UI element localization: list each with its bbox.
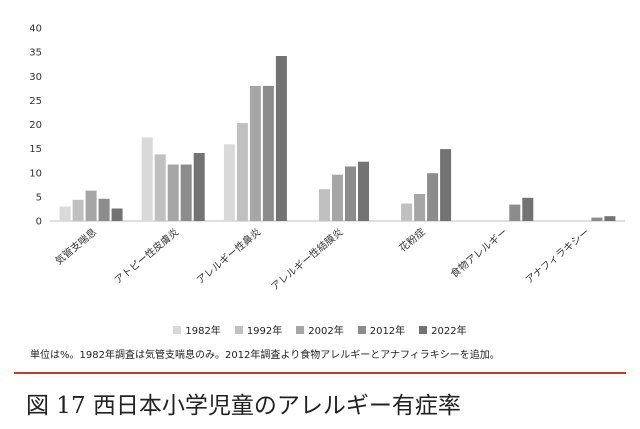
bar — [319, 189, 330, 221]
y-tick-label: 5 — [36, 192, 42, 203]
y-tick-label: 35 — [29, 48, 42, 59]
legend-swatch — [234, 325, 243, 334]
legend-item: 1982年 — [173, 322, 221, 337]
bar — [72, 199, 84, 221]
y-tick-label: 0 — [36, 217, 42, 228]
chart-note: 単位は%。1982年調査は気管支喘息のみ。2012年調査より食物アレルギーとアナ… — [30, 350, 500, 361]
x-category-label: アナフィラキシー — [523, 226, 592, 286]
x-category-label: アレルギー性鼻炎 — [194, 225, 264, 286]
bar — [591, 217, 603, 221]
bar — [604, 216, 616, 221]
x-category-label: 気管支喘息 — [52, 225, 99, 267]
legend-item: 1992年 — [234, 322, 283, 337]
legend-swatch — [173, 325, 182, 334]
bar-chart: 0 5 10 15 20 25 30 35 40 気管支喘息 アトピー性皮膚炎 アレルギー性鼻炎 アレ… — [29, 24, 625, 293]
x-category-label: 食物アレルギー — [448, 225, 510, 280]
x-category-label: アトピー性皮膚炎 — [112, 225, 182, 286]
legend-swatch — [296, 325, 305, 334]
legend-swatch — [357, 325, 366, 334]
bar — [249, 85, 261, 222]
y-tick-label: 30 — [29, 72, 42, 83]
bar — [401, 203, 413, 221]
legend: 1982年 1992年 2002年 2012年 2022年 — [0, 322, 640, 337]
y-tick-label: 25 — [29, 96, 42, 107]
bar — [440, 149, 452, 221]
bar — [223, 144, 235, 221]
legend-label: 1992年 — [246, 326, 283, 337]
figure-caption: 図 17 西日本小学児童のアレルギー有症率 — [26, 393, 461, 419]
bar — [193, 153, 205, 221]
legend-item: 2022年 — [419, 322, 467, 337]
y-tick-label: 20 — [29, 120, 42, 131]
bar — [262, 85, 274, 222]
bar — [522, 197, 534, 221]
bar — [98, 198, 110, 221]
x-axis-labels: 気管支喘息 アトピー性皮膚炎 アレルギー性鼻炎 アレルギー性結膜炎 花粉症 食物アレルギー… — [52, 225, 592, 293]
bar — [332, 174, 343, 221]
divider — [14, 372, 626, 374]
bar — [509, 204, 521, 221]
bar — [111, 208, 123, 221]
legend-label: 2012年 — [369, 326, 406, 337]
y-tick-label: 40 — [29, 24, 42, 35]
bar — [345, 166, 356, 221]
bar — [236, 123, 248, 221]
bar — [85, 190, 97, 221]
bar — [59, 206, 71, 221]
x-category-label: アレルギー性結膜炎 — [268, 225, 345, 293]
bar — [414, 194, 426, 221]
y-tick-label: 10 — [29, 168, 42, 179]
legend-swatch — [419, 325, 428, 334]
bars — [59, 56, 616, 222]
legend-label: 1982年 — [185, 326, 221, 337]
bar — [358, 161, 369, 221]
bar — [275, 56, 287, 221]
legend-label: 2022年 — [431, 326, 467, 337]
legend-item: 2002年 — [296, 322, 344, 337]
bar — [154, 154, 166, 221]
bar — [427, 173, 439, 221]
y-tick-label: 15 — [29, 144, 42, 155]
bar — [141, 137, 153, 221]
y-axis: 0 5 10 15 20 25 30 35 40 — [29, 24, 42, 228]
bar — [167, 164, 179, 221]
x-category-label: 花粉症 — [396, 225, 427, 254]
legend-item: 2012年 — [357, 322, 406, 337]
bar — [180, 164, 192, 221]
legend-label: 2002年 — [308, 326, 344, 337]
